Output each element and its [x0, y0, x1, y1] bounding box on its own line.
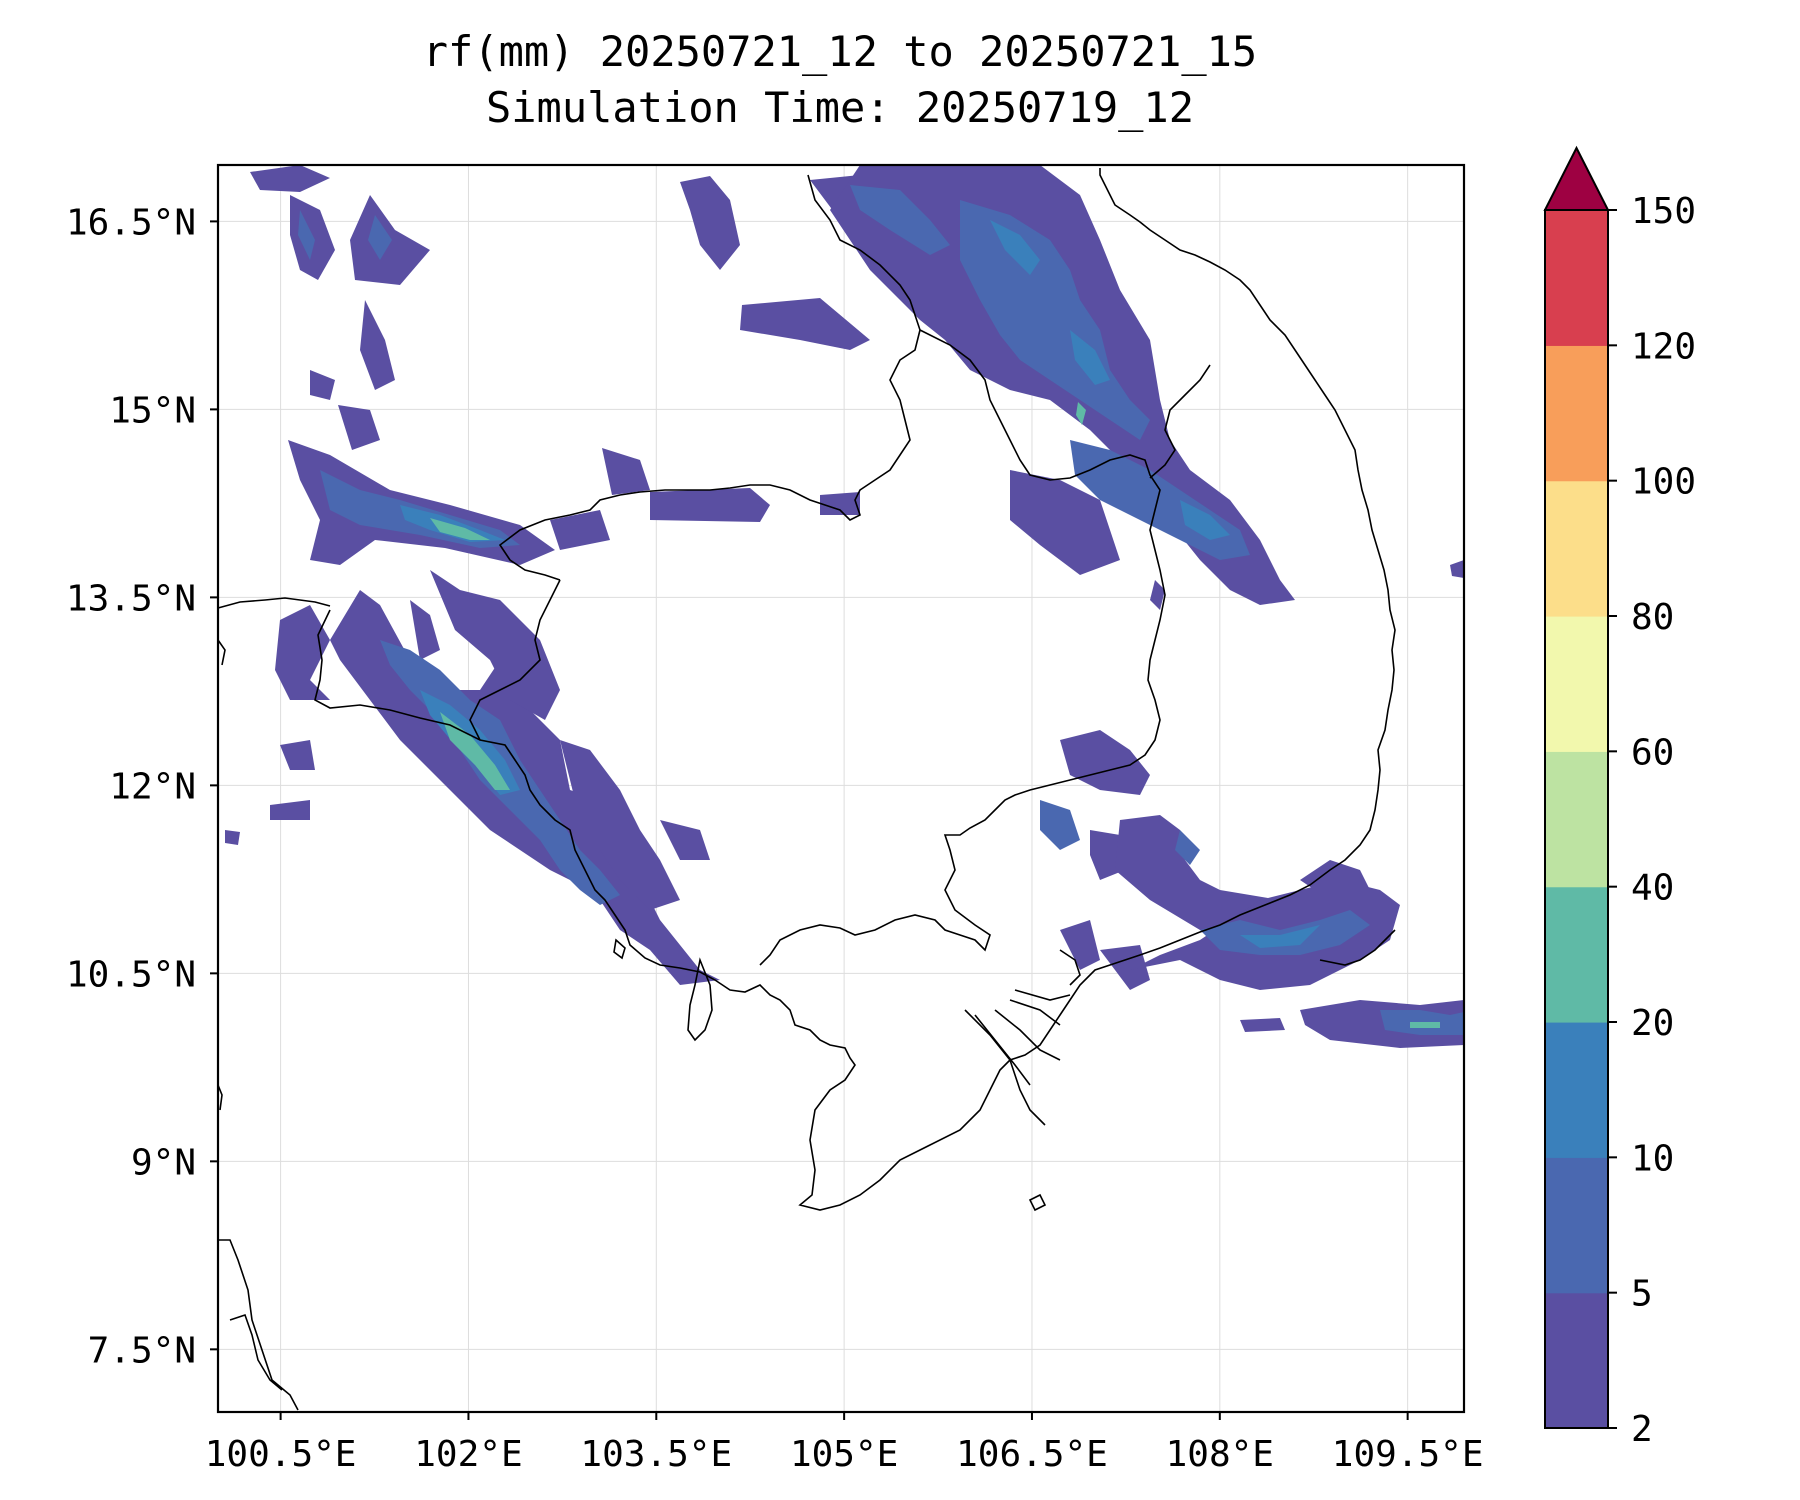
- rain-level-20-40: [430, 402, 1440, 1028]
- colorbar-segment: [1545, 1157, 1608, 1294]
- y-tick-label: 13.5°N: [66, 578, 196, 619]
- title-line-1: rf(mm) 20250721_12 to 20250721_15: [423, 27, 1257, 76]
- colorbar-segment: [1545, 886, 1608, 1023]
- x-axis: 100.5°E 102°E 103.5°E 105°E 106.5°E 108°E 109.…: [205, 1412, 1484, 1475]
- x-tick-label: 108°E: [1166, 1434, 1274, 1475]
- y-tick-label: 9°N: [131, 1142, 196, 1183]
- colorbar-segment: [1545, 616, 1608, 752]
- x-tick-label: 102°E: [414, 1434, 522, 1475]
- colorbar-tick-label: 5: [1631, 1274, 1653, 1315]
- colorbar-segment: [1545, 751, 1608, 888]
- map-area: [216, 163, 1466, 1414]
- colorbar-tick-label: 40: [1631, 868, 1674, 909]
- colorbar-extend-arrow: [1543, 145, 1610, 211]
- title-line-2: Simulation Time: 20250719_12: [486, 83, 1194, 132]
- y-axis: 16.5°N 15°N 13.5°N 12°N 10.5°N 9°N 7.5°N: [66, 202, 218, 1371]
- y-tick-label: 12°N: [109, 766, 196, 807]
- x-tick-label: 103.5°E: [580, 1434, 732, 1475]
- x-tick-label: 109.5°E: [1332, 1434, 1484, 1475]
- colorbar-tick-label: 20: [1631, 1003, 1674, 1044]
- rainfall-contours: [225, 165, 1464, 1048]
- colorbar: 2 5 10 20 40 60 80 100 120 150: [1543, 145, 1696, 1450]
- colorbar-tick-label: 2: [1631, 1409, 1653, 1450]
- y-tick-label: 10.5°N: [66, 954, 196, 995]
- colorbar-segment: [1545, 480, 1608, 617]
- y-tick-label: 7.5°N: [88, 1330, 196, 1371]
- coastlines-and-borders: [217, 168, 1396, 1411]
- colorbar-segment: [1545, 1022, 1608, 1158]
- colorbar-tick-label: 100: [1631, 462, 1696, 503]
- map-background: [218, 165, 1464, 1412]
- map-frame: [216, 163, 1466, 1414]
- colorbar-segment: [1545, 345, 1608, 482]
- colorbar-tick-label: 10: [1631, 1138, 1674, 1179]
- colorbar-frame: [1544, 209, 1609, 1429]
- gridlines: [218, 165, 1464, 1412]
- x-tick-label: 105°E: [790, 1434, 898, 1475]
- y-tick-label: 16.5°N: [66, 202, 196, 243]
- colorbar-tick-label: 120: [1631, 326, 1696, 367]
- x-tick-label: 106.5°E: [956, 1434, 1108, 1475]
- colorbar-tick-label: 60: [1631, 732, 1674, 773]
- colorbar-segment: [1545, 1292, 1608, 1429]
- colorbar-segment: [1545, 210, 1608, 346]
- colorbar-tick-label: 150: [1631, 191, 1696, 232]
- x-tick-label: 100.5°E: [205, 1434, 357, 1475]
- colorbar-tick-label: 80: [1631, 597, 1674, 638]
- y-tick-label: 15°N: [109, 390, 196, 431]
